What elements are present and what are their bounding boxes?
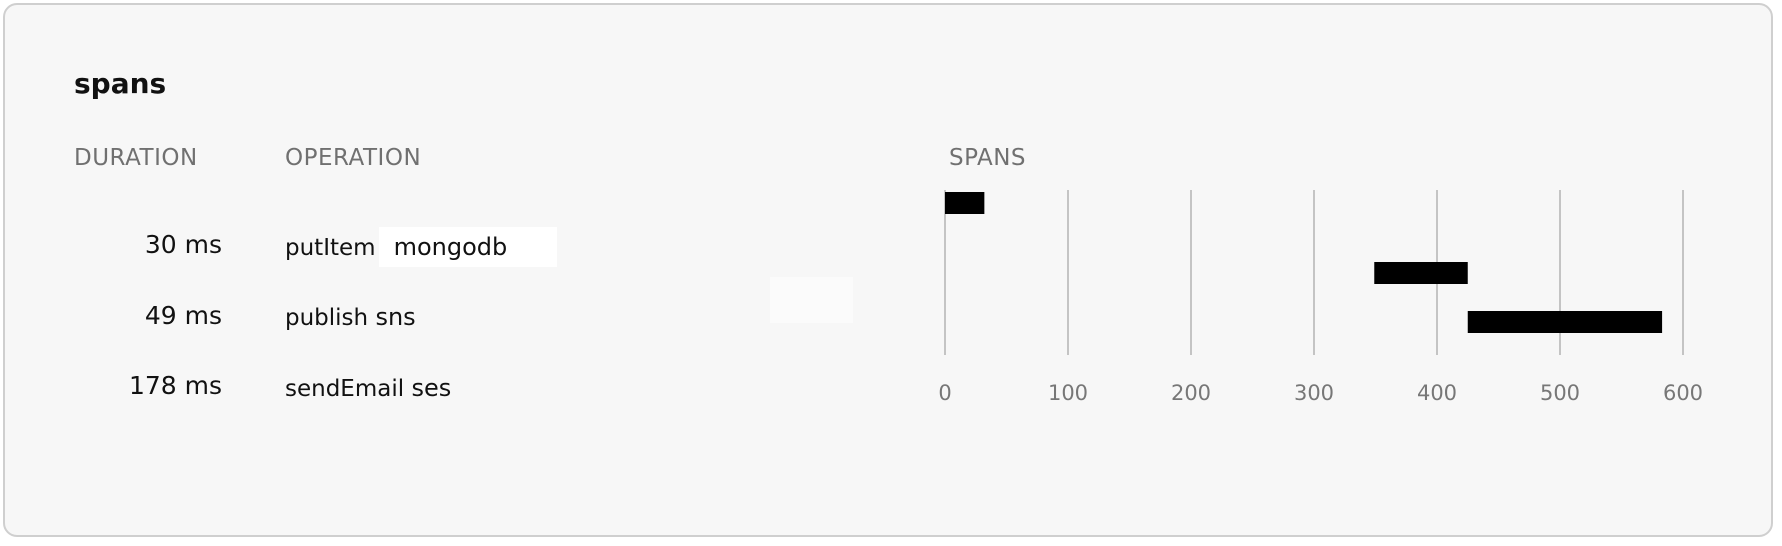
- span-bar[interactable]: [1374, 262, 1468, 284]
- span-bar[interactable]: [945, 192, 985, 214]
- x-tick-label: 500: [1540, 381, 1580, 405]
- operation-name: sendEmail: [285, 376, 405, 402]
- x-tick-label: 100: [1048, 381, 1088, 405]
- row-duration: 30 ms: [144, 230, 222, 259]
- x-tick-label: 400: [1417, 381, 1457, 405]
- row-operation: sendEmail ses: [285, 374, 451, 402]
- x-tick-label: 200: [1171, 381, 1211, 405]
- duration-column-header: DURATION: [74, 145, 198, 171]
- panel-title: spans: [74, 67, 167, 100]
- operation-name: publish: [285, 305, 369, 331]
- spans-column-header: SPANS: [949, 145, 1027, 171]
- row-duration: 49 ms: [144, 301, 222, 330]
- x-tick-label: 0: [938, 381, 951, 405]
- row-operation: publish sns: [285, 303, 416, 331]
- service-name: sns: [375, 303, 416, 331]
- operation-column-header: OPERATION: [285, 145, 422, 171]
- operation-name: putItem: [285, 235, 376, 261]
- spans-panel: spans DURATION OPERATION SPANS 30 ms put…: [3, 3, 1773, 537]
- blank-area: [770, 277, 853, 323]
- row-operation: putItem mongodb: [285, 227, 558, 267]
- row-duration: 178 ms: [128, 371, 222, 400]
- service-name: ses: [411, 374, 452, 402]
- x-tick-label: 600: [1663, 381, 1703, 405]
- span-bar[interactable]: [1467, 311, 1663, 333]
- x-tick-label: 300: [1294, 381, 1334, 405]
- service-name: mongodb: [378, 227, 558, 267]
